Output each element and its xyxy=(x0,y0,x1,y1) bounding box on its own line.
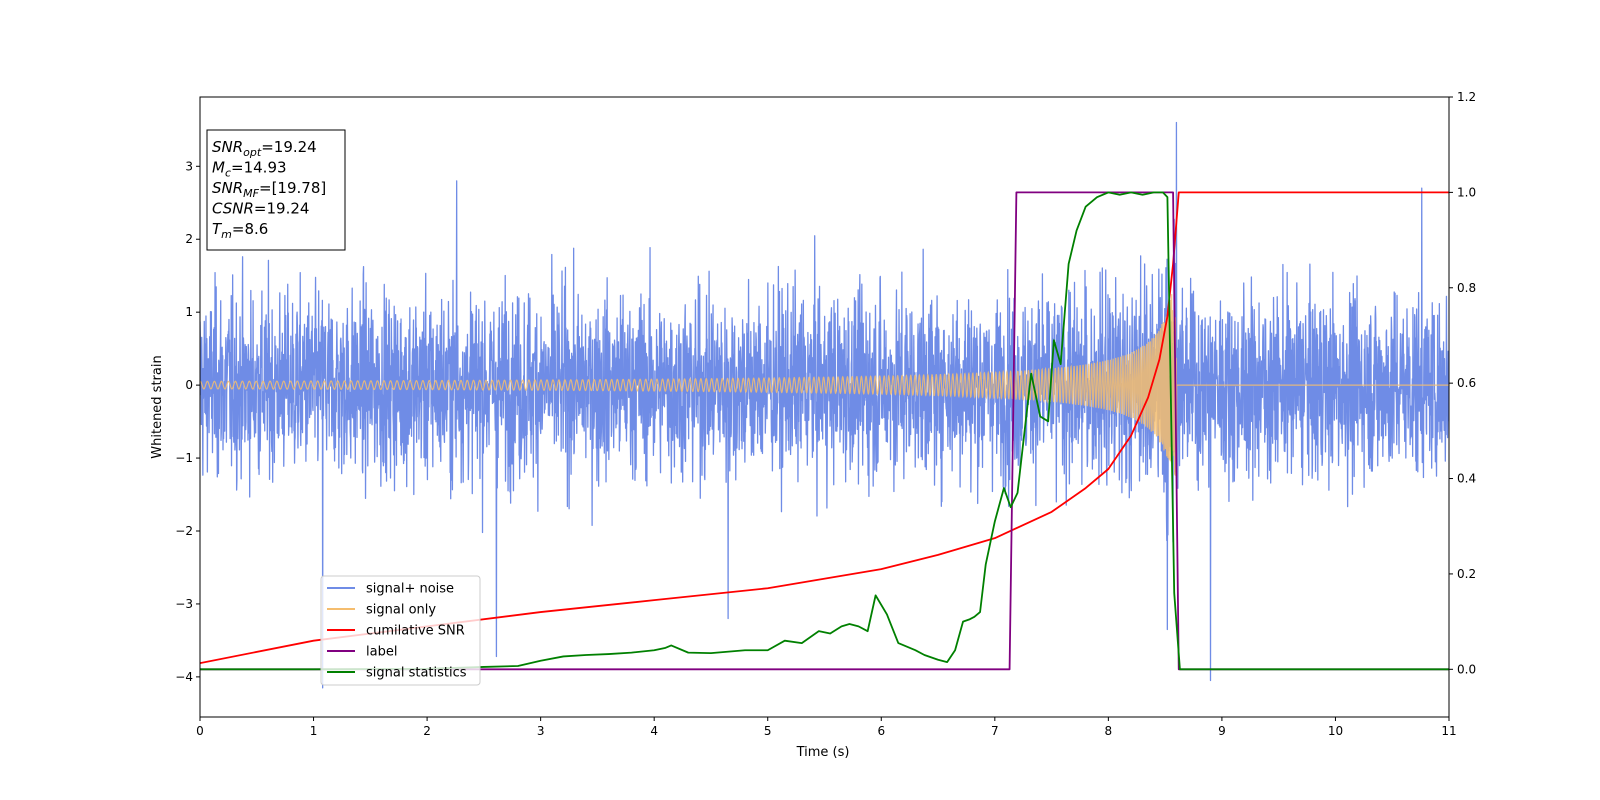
x-tick-label: 11 xyxy=(1441,724,1456,738)
series-layer xyxy=(200,121,1449,689)
annotation-frame xyxy=(206,129,346,251)
y-tick-label-left: 0 xyxy=(185,378,193,392)
legend-frame xyxy=(320,575,481,686)
y-tick-label-left: 3 xyxy=(185,159,193,173)
y-tick-label-left: −3 xyxy=(175,597,193,611)
x-tick-label: 2 xyxy=(423,724,431,738)
y-tick-label-right: 0.6 xyxy=(1457,376,1476,390)
x-tick-label: 10 xyxy=(1328,724,1343,738)
y-tick-label-right: 0.4 xyxy=(1457,472,1476,486)
y-axis-label-left: Whitened strain xyxy=(150,355,165,458)
annotation-box: SNRopt=19.24Mc=14.93SNRMF=[19.78]CSNR=19… xyxy=(206,129,346,251)
plot-frame xyxy=(199,96,1450,718)
legend-label: signal statistics xyxy=(366,666,467,681)
annotation-line: SNRMF=[19.78] xyxy=(212,179,326,200)
x-tick-label: 6 xyxy=(877,724,885,738)
legend-label: cumilative SNR xyxy=(366,624,465,639)
legend-label: signal+ noise xyxy=(366,582,454,597)
y-tick-label-right: 0.8 xyxy=(1457,281,1476,295)
y-tick-label-right: 1.0 xyxy=(1457,185,1476,199)
series-signal-only xyxy=(200,294,1449,477)
ticks-layer: 0 1 2 3 4 5 6 7 8 9 10 11 −4 −3 −2 −1 0 1 2 3 0.0 0.2 0.4 0.6 0.… xyxy=(175,90,1476,738)
y-tick-label-right: 0.0 xyxy=(1457,662,1476,676)
y-tick-label-left: −4 xyxy=(175,670,193,684)
annotation-line: Tm=8.6 xyxy=(212,220,268,241)
annotation-line: SNRopt=19.24 xyxy=(212,138,317,159)
y-tick-label-right: 0.2 xyxy=(1457,567,1476,581)
x-tick-label: 9 xyxy=(1218,724,1226,738)
series-cumulative-snr xyxy=(200,191,1449,664)
annotation-line: CSNR=19.24 xyxy=(212,200,309,218)
legend-label: signal only xyxy=(366,603,436,618)
annotation-line: Mc=14.93 xyxy=(212,159,287,180)
series-signal-statistics xyxy=(200,191,1449,671)
x-tick-label: 5 xyxy=(764,724,772,738)
y-tick-label-left: −2 xyxy=(175,524,193,538)
legend-label: label xyxy=(366,645,397,660)
y-tick-label-left: 2 xyxy=(185,232,193,246)
series-signal-noise xyxy=(200,121,1449,689)
x-axis-label: Time (s) xyxy=(796,745,850,760)
x-tick-label: 3 xyxy=(537,724,545,738)
x-tick-label: 8 xyxy=(1105,724,1113,738)
x-tick-label: 7 xyxy=(991,724,999,738)
y-tick-label-left: −1 xyxy=(175,451,193,465)
x-tick-label: 4 xyxy=(650,724,658,738)
x-tick-label: 1 xyxy=(310,724,318,738)
x-tick-label: 0 xyxy=(196,724,204,738)
legend: signal+ noise signal only cumilative SNR la… xyxy=(320,575,481,686)
y-tick-label-right: 1.2 xyxy=(1457,90,1476,104)
y-tick-label-left: 1 xyxy=(185,305,193,319)
